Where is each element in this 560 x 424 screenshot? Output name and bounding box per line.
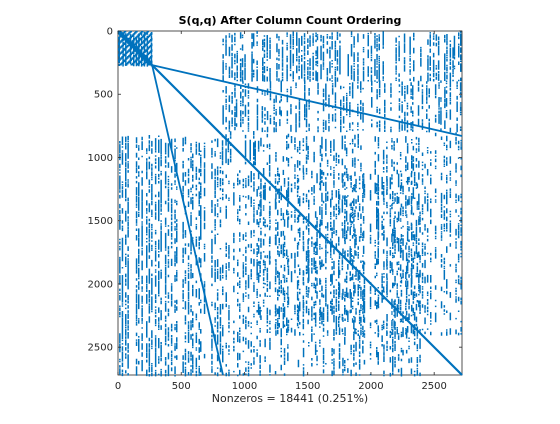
axis-ticks: 0 500 1000 1500 2000 2500 0 500 1000 1500 2000 2500 <box>88 27 462 392</box>
diagonal-band-lower-band <box>151 64 224 376</box>
x-tick-label: 1000 <box>232 381 257 392</box>
y-tick-label: 1000 <box>88 153 113 164</box>
nonzero-marks <box>117 30 463 377</box>
y-tick-label: 500 <box>94 90 113 101</box>
x-tick-label: 500 <box>172 381 191 392</box>
x-tick-label: 2500 <box>421 381 446 392</box>
x-tick-label: 0 <box>115 381 121 392</box>
diagonal-band-main <box>117 30 463 376</box>
y-tick-label: 2500 <box>88 343 113 354</box>
y-tick-label: 0 <box>107 27 113 38</box>
chart-title: S(q,q) After Column Count Ordering <box>179 14 402 27</box>
nonzero-points <box>118 31 462 377</box>
y-tick-label: 1500 <box>88 216 113 227</box>
x-axis-label: Nonzeros = 18441 (0.251%) <box>212 392 368 405</box>
x-tick-label: 2000 <box>358 381 383 392</box>
y-tick-label: 2000 <box>88 279 113 290</box>
x-tick-label: 1500 <box>295 381 320 392</box>
diagonal-band-upper-band <box>151 64 463 137</box>
